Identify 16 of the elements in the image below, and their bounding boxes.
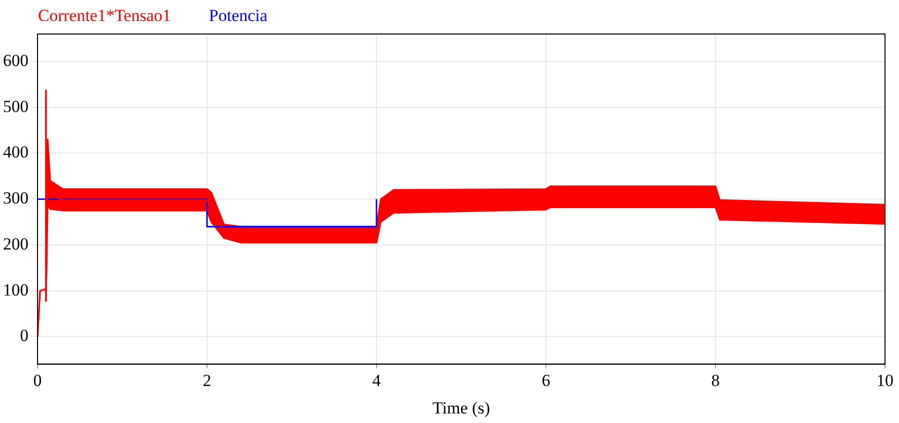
- y-tick-label: 600: [3, 50, 28, 70]
- x-tick-label: 2: [202, 370, 212, 390]
- y-tick-label: 500: [3, 96, 28, 116]
- y-tick-label: 200: [3, 234, 28, 254]
- y-tick-label: 100: [3, 280, 28, 300]
- x-tick-label: 4: [372, 370, 382, 390]
- y-tick-label: 300: [3, 188, 28, 208]
- y-tick-label: 0: [20, 326, 28, 346]
- x-tick-label: 0: [33, 370, 42, 390]
- x-axis-title: Time (s): [432, 398, 490, 418]
- x-tick-label: 8: [711, 370, 720, 390]
- text: Potencia: [208, 6, 268, 26]
- text: Corrente1*Tensao1: [38, 6, 171, 26]
- x-tick-label: 6: [542, 370, 550, 390]
- y-tick-label: 400: [3, 142, 28, 162]
- x-tick-label: 10: [876, 370, 894, 390]
